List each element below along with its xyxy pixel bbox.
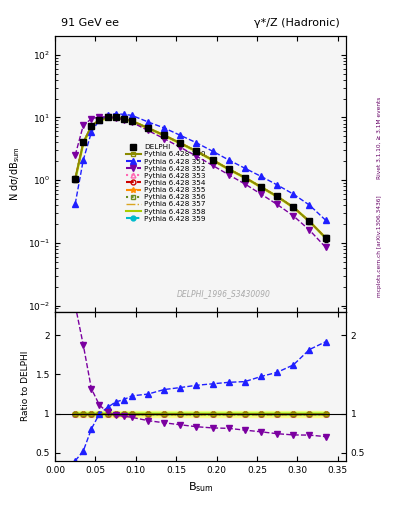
Text: 91 GeV ee: 91 GeV ee <box>61 17 119 28</box>
Y-axis label: Ratio to DELPHI: Ratio to DELPHI <box>21 351 30 421</box>
Legend: DELPHI, Pythia 6.428 350, Pythia 6.428 351, Pythia 6.428 352, Pythia 6.428 353, : DELPHI, Pythia 6.428 350, Pythia 6.428 3… <box>125 144 206 222</box>
Text: γ*/Z (Hadronic): γ*/Z (Hadronic) <box>254 17 340 28</box>
Text: DELPHI_1996_S3430090: DELPHI_1996_S3430090 <box>177 289 271 298</box>
Y-axis label: N dσ/dB$_{\rm sum}$: N dσ/dB$_{\rm sum}$ <box>9 146 22 201</box>
Text: mcplots.cern.ch [arXiv:1306.3436]: mcplots.cern.ch [arXiv:1306.3436] <box>377 195 382 296</box>
X-axis label: B$_{\rm sum}$: B$_{\rm sum}$ <box>187 480 213 494</box>
Text: Rivet 3.1.10, ≥ 3.1M events: Rivet 3.1.10, ≥ 3.1M events <box>377 97 382 179</box>
